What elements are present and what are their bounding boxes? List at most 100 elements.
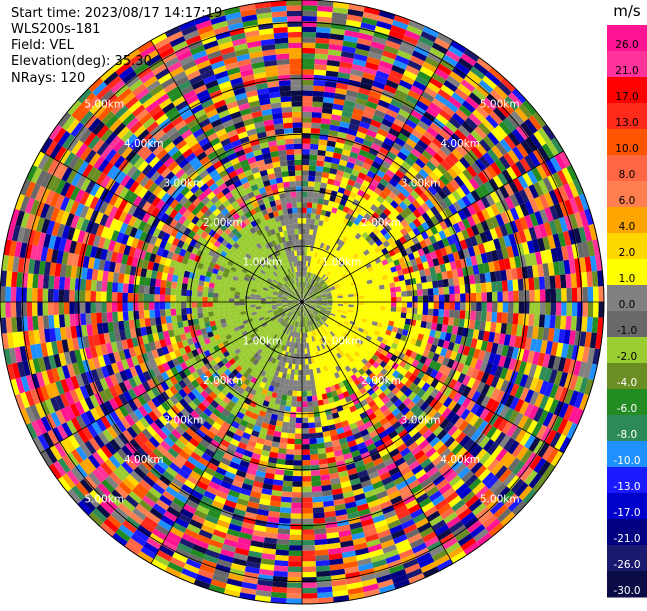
range-gate: [432, 281, 438, 289]
range-gate: [302, 481, 312, 487]
range-gate: [512, 279, 518, 291]
range-gate: [318, 400, 324, 406]
range-gate: [295, 423, 302, 428]
range-gate: [311, 481, 321, 487]
range-gate: [439, 302, 445, 309]
range-gate: [555, 275, 561, 289]
range-gate: [308, 407, 314, 413]
range-gate: [364, 298, 369, 302]
range-gate: [528, 314, 534, 326]
range-gate: [302, 170, 309, 175]
range-gate: [513, 302, 519, 313]
range-gate: [550, 289, 556, 302]
range-gate: [302, 69, 314, 75]
range-gate: [444, 287, 450, 295]
range-gate: [302, 239, 305, 244]
range-gate: [302, 396, 307, 401]
range-gate: [428, 288, 434, 295]
range-gate: [281, 432, 289, 438]
range-gate: [310, 139, 319, 145]
range-gate: [85, 313, 91, 325]
range-gate: [302, 250, 305, 255]
range-gate: [302, 354, 305, 359]
range-gate: [312, 197, 318, 203]
range-gate: [439, 295, 445, 302]
range-gate: [302, 96, 313, 102]
range-gate: [315, 422, 322, 428]
range-gate: [502, 313, 508, 324]
range-gate: [293, 471, 302, 477]
range-gate: [437, 280, 443, 288]
range-gate: [302, 48, 315, 54]
range-gate: [359, 305, 365, 309]
range-gate: [370, 302, 375, 306]
range-gate: [306, 218, 311, 224]
range-gate: [315, 176, 322, 182]
range-gate: [181, 308, 187, 315]
range-gate: [302, 202, 307, 207]
range-gate: [375, 302, 380, 306]
range-gate: [294, 444, 302, 450]
range-gate: [101, 312, 107, 323]
range-gate: [302, 508, 313, 514]
range-gate: [349, 299, 354, 302]
range-gate: [385, 288, 391, 293]
range-gate: [359, 295, 365, 299]
range-gate: [312, 395, 318, 401]
range-gate: [460, 293, 466, 302]
range-gate: [471, 293, 477, 302]
range-gate: [290, 407, 296, 413]
range-gate: [294, 375, 298, 381]
range-gate: [380, 306, 386, 311]
range-gate: [277, 453, 286, 459]
range-gate: [289, 417, 296, 423]
range-gate: [545, 289, 551, 302]
range-gate: [308, 186, 314, 192]
range-gate: [417, 289, 423, 296]
range-gate: [444, 309, 450, 317]
range-gate: [296, 418, 302, 423]
range-gate: [317, 155, 325, 161]
range-gate: [188, 319, 194, 326]
range-gate: [296, 354, 299, 360]
range-gate: [314, 411, 321, 417]
range-gate: [302, 412, 308, 417]
range-gate: [318, 145, 327, 151]
range-gate: [59, 314, 65, 327]
range-gate: [524, 290, 530, 302]
range-gate: [369, 306, 375, 310]
range-gate: [295, 434, 302, 440]
range-gate: [240, 305, 246, 309]
range-gate: [69, 314, 75, 326]
range-gate: [284, 470, 293, 476]
range-gate: [288, 561, 302, 567]
range-gate: [316, 38, 330, 44]
range-gate: [405, 318, 411, 325]
range-gate: [302, 218, 306, 223]
range-gate: [359, 299, 364, 302]
range-gate: [314, 59, 327, 65]
range-gate: [302, 186, 308, 191]
range-gate: [91, 313, 97, 324]
range-gate: [561, 302, 567, 316]
range-gate: [302, 386, 307, 391]
range-gate: [302, 245, 305, 250]
range-gate: [422, 308, 428, 315]
range-gate: [487, 302, 493, 312]
range-gate: [545, 302, 551, 315]
range-gate: [302, 37, 316, 43]
range-gate: [312, 112, 322, 118]
range-gate: [401, 312, 407, 318]
range-gate: [278, 528, 290, 534]
range-gate: [287, 588, 302, 594]
range-gate: [540, 302, 546, 315]
range-gate: [302, 503, 313, 509]
range-gate: [292, 396, 297, 402]
range-gate: [276, 458, 285, 464]
range-gate: [43, 315, 49, 329]
range-gate: [302, 519, 314, 525]
range-gate: [150, 317, 156, 325]
range-gate: [528, 278, 534, 290]
range-gate: [302, 535, 314, 541]
range-gate: [287, 582, 302, 588]
